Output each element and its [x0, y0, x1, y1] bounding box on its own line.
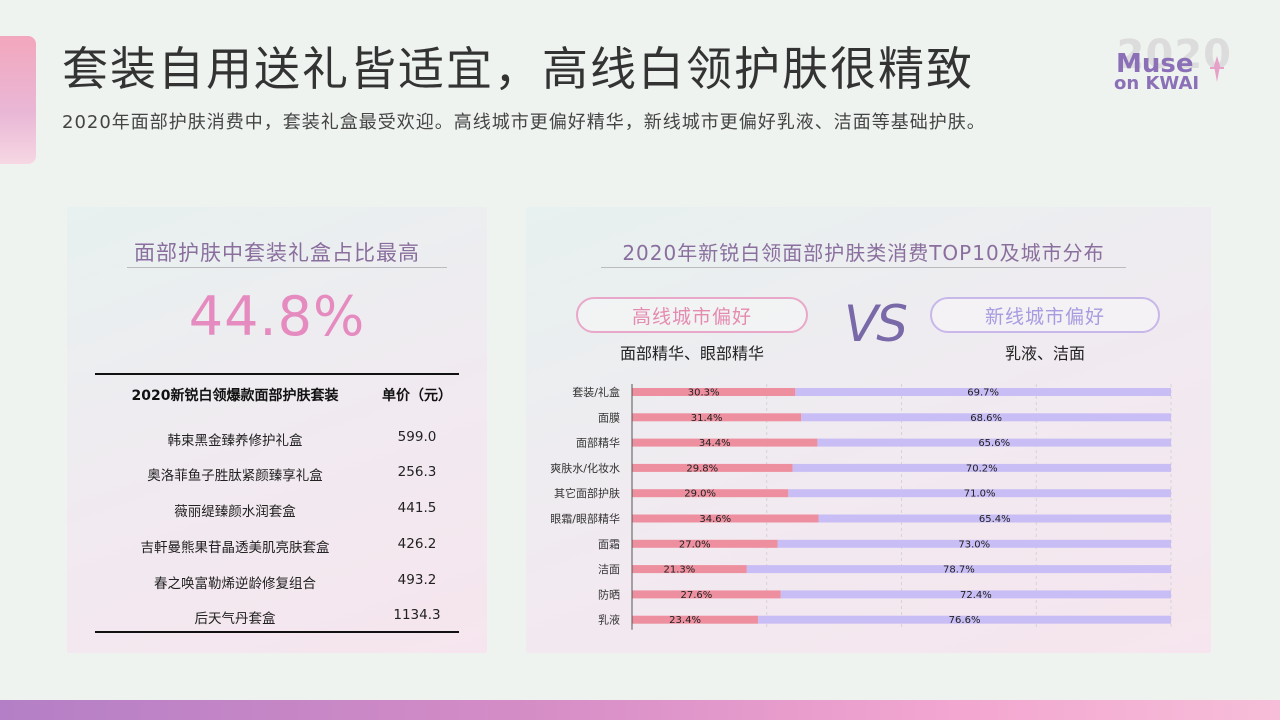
category-label: 套装/礼盒 [572, 385, 620, 399]
data-label: 65.6% [978, 438, 1010, 449]
data-label: 29.8% [686, 463, 718, 474]
high-tier-bar [632, 388, 796, 396]
data-label: 70.2% [966, 463, 998, 474]
high-tier-preferences: 面部精华、眼部精华 [619, 344, 764, 363]
data-label: 30.3% [688, 388, 720, 399]
stacked-bar-chart: 套装/礼盒 30.3% 69.7% 面膜 31.4% 68.6% 面部精华 34.4% 65.6… [550, 384, 1172, 630]
table-row-price: 441.5 [397, 500, 437, 516]
table-row-name: 后天气丹套盒 [194, 611, 276, 627]
category-label: 洁面 [598, 563, 620, 576]
logo-year: 2020 [1116, 32, 1232, 78]
high-tier-bar [632, 463, 793, 472]
high-tier-bar [632, 489, 789, 498]
table-bottom-rule [95, 631, 459, 633]
table-top-rule [95, 373, 459, 375]
data-label: 72.4% [960, 590, 992, 601]
table-row-price: 493.2 [397, 572, 437, 588]
table-row-name: 吉軒曼熊果苷晶透美肌亮肤套盒 [140, 540, 330, 556]
data-label: 23.4% [669, 615, 701, 626]
data-label: 73.0% [958, 539, 990, 550]
table-row-name: 韩束黑金臻养修护礼盒 [167, 433, 303, 449]
table-row-name: 奥洛菲鱼子胜肽紧颜臻享礼盒 [147, 468, 323, 484]
brush-icon [1210, 56, 1224, 82]
vs-label: VS [844, 295, 908, 353]
category-label: 其它面部护肤 [554, 486, 620, 500]
high-tier-bar [632, 539, 778, 548]
data-label: 34.4% [699, 438, 731, 449]
data-label: 65.4% [979, 514, 1011, 525]
data-label: 29.0% [684, 489, 716, 500]
category-label: 防晒 [598, 587, 620, 601]
data-label: 71.0% [964, 489, 996, 500]
data-label: 69.7% [967, 388, 999, 399]
high-tier-bar [632, 590, 781, 599]
high-tier-bar [632, 565, 747, 574]
left-panel-heading-rule [127, 267, 447, 268]
new-tier-bar [780, 590, 1171, 599]
table-header-name: 2020新锐白领爆款面部护肤套装 [131, 388, 339, 404]
high-tier-bar [632, 615, 759, 624]
category-label: 眼霜/眼部精华 [550, 512, 620, 526]
right-panel-heading-rule [601, 267, 1126, 268]
muse-on-kwai-logo: 2020 Muse on KWAI [1112, 32, 1232, 98]
data-label: 76.6% [949, 615, 981, 626]
top10-city-distribution-panel: 2020年新锐白领面部护肤类消费TOP10及城市分布 高线城市偏好 面部精华、眼… [526, 207, 1211, 653]
new-tier-bar [758, 615, 1171, 624]
left-accent-bar [0, 36, 36, 164]
high-tier-bar [632, 413, 802, 422]
table-row-price: 1134.3 [393, 607, 441, 623]
right-panel-heading: 2020年新锐白领面部护肤类消费TOP10及城市分布 [622, 241, 1105, 265]
table-row-price: 599.0 [397, 429, 437, 445]
gift-box-share-panel: 面部护肤中套装礼盒占比最高 44.8% 2020新锐白领爆款面部护肤套装 单价（… [67, 207, 487, 653]
table-row-price: 256.3 [397, 464, 437, 480]
data-label: 78.7% [943, 565, 975, 576]
table-header-price: 单价（元） [382, 388, 452, 404]
new-tier-bar [746, 565, 1171, 574]
logo-line2: on KWAI [1114, 73, 1200, 94]
data-label: 27.6% [680, 590, 712, 601]
new-tier-city-pill: 新线城市偏好 [930, 297, 1160, 333]
category-label: 面霜 [598, 538, 620, 551]
new-tier-bar [777, 539, 1171, 548]
data-label: 21.3% [664, 565, 696, 576]
new-tier-preferences: 乳液、洁面 [1004, 344, 1085, 363]
category-label: 面部精华 [576, 436, 620, 450]
new-tier-bar [817, 438, 1171, 447]
data-label: 27.0% [679, 539, 711, 550]
category-label: 乳液 [598, 613, 620, 627]
table-row-name: 春之唤富勒烯逆龄修复组合 [154, 576, 316, 592]
new-tier-bar [792, 463, 1171, 472]
table-row-name: 薇丽缇臻颜水润套盒 [174, 504, 296, 520]
new-tier-bar [801, 413, 1171, 422]
new-tier-bar [818, 514, 1171, 523]
gift-box-share-value: 44.8% [188, 285, 366, 348]
category-label: 爽肤水/化妆水 [550, 461, 620, 475]
high-tier-bar [632, 438, 818, 447]
high-tier-city-pill: 高线城市偏好 [576, 297, 808, 333]
new-tier-bar [788, 489, 1171, 498]
bottom-gradient-bar [0, 700, 1280, 720]
data-label: 68.6% [970, 413, 1002, 424]
category-label: 面膜 [598, 411, 620, 424]
page-title: 套装自用送礼皆适宜，高线白领护肤很精致 [62, 42, 974, 96]
left-panel-heading: 面部护肤中套装礼盒占比最高 [134, 241, 420, 265]
new-tier-bar [795, 388, 1171, 396]
page-subtitle: 2020年面部护肤消费中，套装礼盒最受欢迎。高线城市更偏好精华，新线城市更偏好乳… [62, 112, 986, 133]
logo-line1: Muse [1116, 49, 1194, 79]
data-label: 31.4% [691, 413, 723, 424]
data-label: 34.6% [699, 514, 731, 525]
table-row-price: 426.2 [397, 536, 437, 552]
high-tier-bar [632, 514, 819, 523]
